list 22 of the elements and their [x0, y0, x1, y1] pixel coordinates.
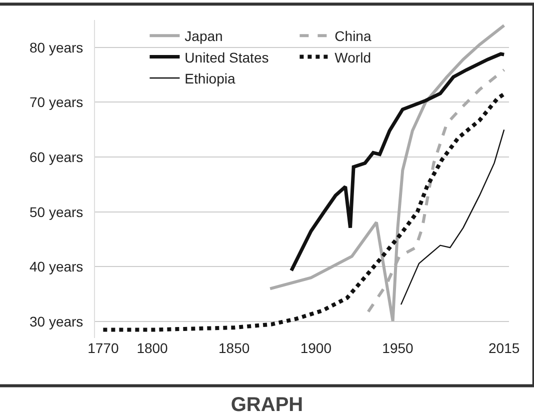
y-tick-label: 70 years: [29, 94, 84, 110]
y-tick-label: 80 years: [29, 39, 84, 56]
legend-label: Ethiopia: [184, 70, 236, 86]
line-series: [290, 52, 506, 272]
legend-label: United States: [184, 49, 269, 66]
x-tick-label: 2015: [488, 340, 520, 356]
text: GRAPH: [230, 394, 304, 413]
x-tick-label: 1900: [300, 340, 332, 356]
legend-label: Japan: [184, 28, 223, 44]
x-tick-label: 1950: [382, 340, 414, 356]
y-tick-label: 50 years: [29, 204, 84, 220]
legend-label: China: [334, 28, 372, 44]
y-tick-label: 30 years: [29, 313, 84, 330]
x-tick-label: 1770: [88, 340, 119, 356]
line-series: [400, 129, 505, 306]
line-series: [268, 24, 506, 322]
y-tick-label: 40 years: [29, 258, 84, 275]
x-tick-label: 1850: [218, 340, 250, 356]
line-series: [101, 92, 506, 332]
y-tick-label: 60 years: [29, 148, 84, 165]
legend-label: World: [334, 49, 371, 66]
x-tick-label: 1800: [136, 340, 168, 356]
